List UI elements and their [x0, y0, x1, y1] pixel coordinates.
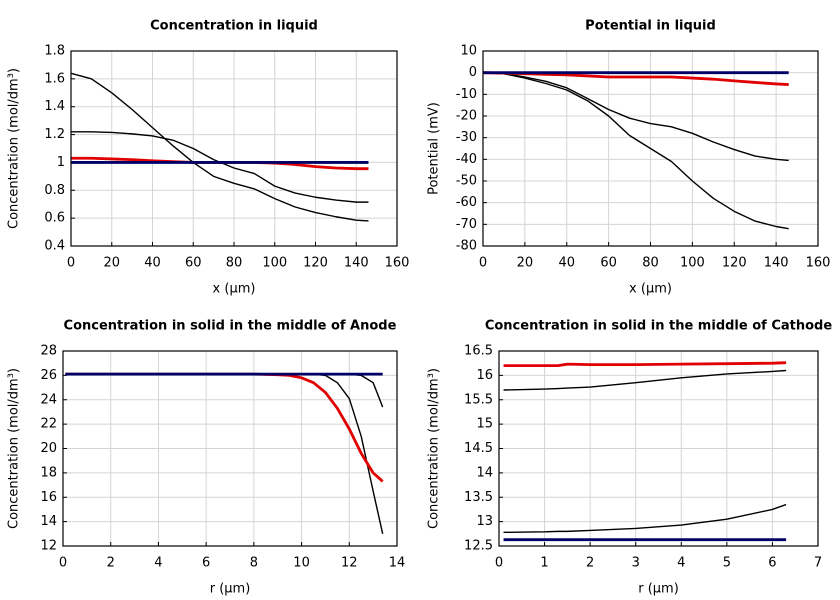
x-tick-label: 3 [632, 556, 640, 571]
y-tick-label: -70 [456, 217, 477, 232]
y-tick-label: 26 [40, 368, 57, 383]
y-tick-label: 22 [40, 417, 57, 432]
x-tick-label: 0 [59, 556, 67, 571]
x-tick-label: 40 [558, 256, 575, 271]
x-tick-label: 20 [517, 256, 534, 271]
y-axis-label: Concentration (mol/dm³) [427, 368, 442, 529]
y-tick-label: 1.2 [44, 127, 65, 142]
x-tick-label: 140 [344, 256, 369, 271]
y-tick-label: 0.8 [44, 183, 65, 198]
y-tick-label: 20 [40, 441, 57, 456]
x-tick-label: 100 [680, 256, 705, 271]
series-line [65, 373, 384, 408]
y-tick-label: 15 [476, 417, 493, 432]
y-axis-label: Potential (mV) [427, 102, 442, 195]
x-tick-label: 4 [677, 556, 685, 571]
y-tick-label: 0.6 [44, 211, 65, 226]
x-tick-label: 80 [642, 256, 659, 271]
y-tick-label: 0 [469, 65, 477, 80]
chart-title: Concentration in solid in the middle of … [64, 319, 397, 334]
y-tick-label: 18 [40, 465, 57, 480]
x-tick-label: 20 [103, 256, 120, 271]
x-tick-label: 120 [303, 256, 328, 271]
y-tick-label: 13 [476, 514, 493, 529]
y-axis-label: Concentration (mol/dm³) [7, 368, 22, 529]
plot-frame [62, 350, 398, 547]
y-tick-label: 0.4 [44, 239, 65, 254]
x-axis-label: x (µm) [213, 282, 256, 297]
x-tick-label: 0 [479, 256, 487, 271]
x-tick-label: 10 [293, 556, 310, 571]
x-tick-label: 12 [341, 556, 358, 571]
y-tick-label: 12.5 [464, 539, 493, 554]
y-tick-label: -20 [456, 109, 477, 124]
x-tick-label: 40 [144, 256, 161, 271]
y-tick-label: 15.5 [464, 392, 493, 407]
x-tick-label: 1 [540, 556, 548, 571]
series-line [482, 71, 789, 230]
y-tick-label: 28 [40, 344, 57, 359]
x-tick-label: 160 [385, 256, 410, 271]
y-tick-label: 14 [40, 514, 57, 529]
x-tick-label: 0 [495, 556, 503, 571]
x-tick-label: 120 [722, 256, 747, 271]
series-line [503, 361, 787, 368]
series-line [65, 372, 384, 483]
y-tick-label: 1 [57, 155, 65, 170]
chart-title: Concentration in liquid [150, 19, 318, 34]
chart-title: Concentration in solid in the middle of … [485, 319, 833, 334]
x-tick-label: 6 [202, 556, 210, 571]
y-tick-label: 14.5 [464, 441, 493, 456]
y-tick-label: -40 [456, 152, 477, 167]
x-tick-label: 7 [814, 556, 822, 571]
y-tick-label: 10 [460, 44, 477, 59]
x-tick-label: 8 [250, 556, 258, 571]
x-tick-label: 60 [185, 256, 202, 271]
x-tick-label: 140 [764, 256, 789, 271]
y-tick-label: 24 [40, 392, 57, 407]
y-tick-label: 1.6 [44, 71, 65, 86]
x-axis-label: r (µm) [638, 582, 679, 597]
x-axis-label: r (µm) [210, 582, 251, 597]
x-tick-label: 2 [107, 556, 115, 571]
series-line [482, 71, 789, 162]
y-tick-label: 1.8 [44, 44, 65, 59]
plot-frame [70, 50, 398, 247]
x-tick-label: 80 [226, 256, 243, 271]
x-axis-label: x (µm) [629, 282, 672, 297]
x-tick-label: 0 [67, 256, 75, 271]
x-tick-label: 2 [586, 556, 594, 571]
series-line [482, 71, 789, 86]
y-tick-label: -10 [456, 87, 477, 102]
x-tick-label: 14 [389, 556, 406, 571]
y-axis-label: Concentration (mol/dm³) [7, 68, 22, 229]
y-tick-label: -80 [456, 239, 477, 254]
plot-frame [498, 350, 819, 547]
x-tick-label: 60 [600, 256, 617, 271]
series-line [503, 503, 787, 534]
y-tick-label: 16.5 [464, 344, 493, 359]
series-line [70, 72, 369, 222]
x-tick-label: 6 [768, 556, 776, 571]
x-tick-label: 160 [806, 256, 831, 271]
series-line [65, 373, 384, 534]
y-tick-label: 16 [476, 368, 493, 383]
x-tick-label: 4 [154, 556, 162, 571]
y-tick-label: 14 [476, 465, 493, 480]
y-tick-label: 1.4 [44, 99, 65, 114]
series-line [503, 369, 787, 391]
y-tick-label: -50 [456, 174, 477, 189]
x-tick-label: 5 [723, 556, 731, 571]
chart-title: Potential in liquid [585, 19, 716, 34]
x-tick-label: 100 [262, 256, 287, 271]
y-tick-label: 12 [40, 539, 57, 554]
plot-frame [482, 50, 819, 247]
y-tick-label: -60 [456, 195, 477, 210]
y-tick-label: 13.5 [464, 490, 493, 505]
y-tick-label: 16 [40, 490, 57, 505]
y-tick-label: -30 [456, 130, 477, 145]
